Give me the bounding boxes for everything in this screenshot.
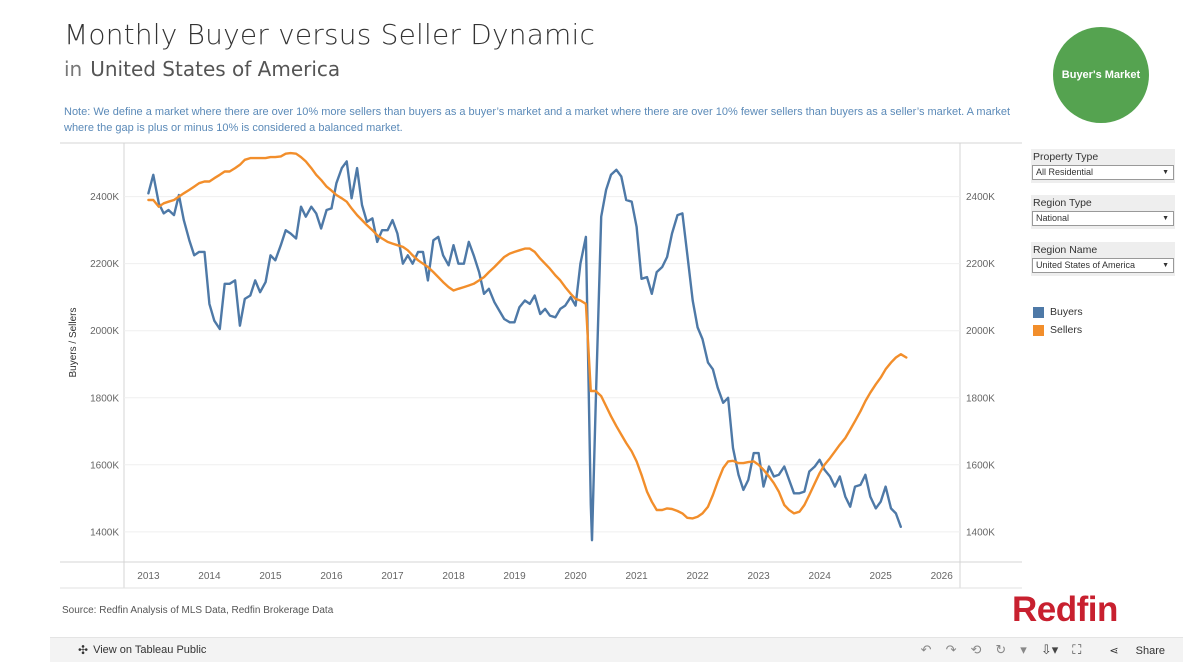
region-name-select[interactable]: United States of America ▼: [1032, 258, 1174, 273]
market-badge-label: Buyer's Market: [1061, 69, 1141, 81]
x-tick-label: 2014: [198, 571, 221, 582]
redfin-logo: Redfin: [1012, 590, 1118, 630]
y-tick-label-right: 1800K: [966, 393, 995, 404]
region-type-select[interactable]: National ▼: [1032, 211, 1174, 226]
page-title: Monthly Buyer versus Seller Dynamic: [64, 18, 596, 51]
view-on-tableau-link[interactable]: ✣ View on Tableau Public: [78, 643, 206, 657]
filter-region-type: Region Type National ▼: [1031, 195, 1175, 229]
filter-label: Region Type: [1033, 197, 1092, 209]
property-type-select[interactable]: All Residential ▼: [1032, 165, 1174, 180]
note-text: Note: We define a market where there are…: [64, 106, 1011, 134]
revert-icon[interactable]: ⟲: [970, 642, 982, 657]
x-tick-label: 2023: [748, 571, 771, 582]
subtitle-prefix: in: [64, 57, 83, 81]
x-tick-label: 2016: [320, 571, 343, 582]
filter-label: Property Type: [1033, 151, 1099, 163]
share-label: Share: [1135, 644, 1165, 657]
toolbar-tools: ↶ ↷ ⟲ ↻ ▾ ⇩▾ ⛶ ⋖ Share: [907, 642, 1165, 658]
subtitle-region: United States of America: [90, 57, 341, 81]
refresh-icon[interactable]: ↻: [995, 642, 1007, 657]
y-tick-label-left: 1400K: [90, 527, 119, 538]
source-note: Source: Redfin Analysis of MLS Data, Red…: [62, 605, 334, 616]
x-tick-label: 2020: [564, 571, 587, 582]
y-axis-title: Buyers / Sellers: [68, 307, 79, 377]
pause-icon[interactable]: ▾: [1020, 642, 1027, 657]
chevron-down-icon: ▼: [1162, 169, 1169, 176]
legend: Buyers Sellers: [1033, 306, 1083, 342]
redo-icon[interactable]: ↷: [945, 642, 957, 657]
fullscreen-icon[interactable]: ⛶: [1072, 642, 1082, 657]
chevron-down-icon: ▼: [1162, 262, 1169, 269]
subtitle: in United States of America: [64, 57, 340, 81]
y-tick-label-right: 1400K: [966, 527, 995, 538]
x-tick-label: 2019: [503, 571, 526, 582]
legend-label: Buyers: [1050, 306, 1083, 318]
y-tick-label-right: 1600K: [966, 460, 995, 471]
y-tick-label-left: 1600K: [90, 460, 119, 471]
y-tick-label-right: 2400K: [966, 192, 995, 203]
y-tick-label-right: 2000K: [966, 326, 995, 337]
download-icon[interactable]: ⇩▾: [1040, 642, 1059, 657]
series-line-buyers: [147, 160, 902, 542]
x-tick-label: 2015: [259, 571, 282, 582]
x-tick-label: 2018: [442, 571, 465, 582]
x-tick-label: 2026: [931, 571, 954, 582]
y-tick-label-left: 2200K: [90, 259, 119, 270]
x-tick-label: 2017: [381, 571, 404, 582]
series-line-sellers: [147, 151, 908, 520]
tableau-toolbar: ✣ View on Tableau Public ↶ ↷ ⟲ ↻ ▾ ⇩▾ ⛶ ⋖…: [50, 637, 1183, 662]
legend-swatch: [1033, 324, 1044, 336]
share-button[interactable]: ⋖ Share: [1095, 644, 1165, 657]
market-badge: Buyer's Market: [1053, 27, 1149, 123]
select-value: National: [1036, 213, 1070, 223]
x-tick-label: 2022: [686, 571, 709, 582]
x-tick-label: 2013: [137, 571, 160, 582]
chevron-down-icon: ▼: [1162, 215, 1169, 222]
select-value: United States of America: [1036, 260, 1136, 270]
legend-label: Sellers: [1050, 324, 1083, 336]
filter-label: Region Name: [1033, 244, 1098, 256]
tableau-icon: ✣: [78, 643, 89, 657]
legend-swatch: [1033, 306, 1044, 318]
x-tick-label: 2024: [809, 571, 832, 582]
x-tick-label: 2025: [870, 571, 893, 582]
y-tick-label-left: 2000K: [90, 326, 119, 337]
y-tick-label-left: 2400K: [90, 192, 119, 203]
y-tick-label-right: 2200K: [966, 259, 995, 270]
tableau-link-label: View on Tableau Public: [93, 644, 207, 656]
x-tick-label: 2021: [625, 571, 648, 582]
legend-item-sellers[interactable]: Sellers: [1033, 324, 1083, 336]
legend-item-buyers[interactable]: Buyers: [1033, 306, 1083, 318]
line-chart: 1400K 1400K 1600K 1600K 1800K 1800K 2000K 2000K…: [60, 142, 1022, 589]
share-icon: ⋖: [1109, 644, 1119, 657]
select-value: All Residential: [1036, 167, 1094, 177]
filter-region-name: Region Name United States of America ▼: [1031, 242, 1175, 276]
undo-icon[interactable]: ↶: [920, 642, 932, 657]
filter-property-type: Property Type All Residential ▼: [1031, 149, 1175, 183]
y-tick-label-left: 1800K: [90, 393, 119, 404]
brand-text: Redfin: [1012, 590, 1118, 629]
